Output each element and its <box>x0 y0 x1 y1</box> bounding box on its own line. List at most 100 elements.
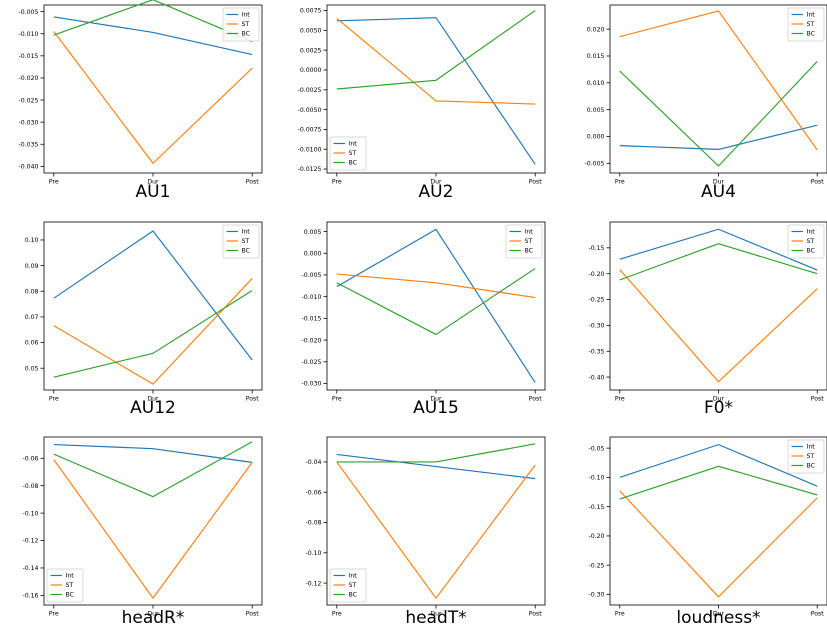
y-tick-label: -0.0125 <box>298 166 322 173</box>
y-tick-label: -0.035 <box>19 141 39 148</box>
legend-label: Int <box>242 12 251 19</box>
y-tick-label: -0.04 <box>305 459 321 466</box>
y-tick-label: 0.000 <box>304 250 322 257</box>
legend-label: Int <box>66 573 75 580</box>
y-tick-label: 0.06 <box>25 340 39 347</box>
y-tick-label: -0.06 <box>22 455 38 462</box>
x-tick-label: Post <box>811 179 825 186</box>
y-tick-label: -0.025 <box>302 359 322 366</box>
legend: Int ST BC <box>222 224 260 259</box>
series-line-st <box>336 18 536 105</box>
series-line-st <box>53 278 253 385</box>
y-tick-label: -0.030 <box>302 381 322 388</box>
series-line-bc <box>336 443 536 463</box>
legend-box <box>787 7 825 42</box>
chart-panel: -0.005 -0.010 -0.015 -0.020 -0.025 -0.030 -0.0… <box>0 0 263 187</box>
y-tick-label: -0.010 <box>302 294 322 301</box>
series-line-int <box>336 17 536 165</box>
legend-label: Int <box>349 573 358 580</box>
series-line-bc <box>619 60 818 167</box>
series-line-st <box>336 273 536 299</box>
y-tick-label: 0.05 <box>25 365 39 372</box>
legend: Int ST BC <box>222 7 260 42</box>
legend: Int ST BC <box>329 568 367 603</box>
y-tick-label: 0.10 <box>25 237 39 244</box>
legend-label: ST <box>66 582 74 589</box>
legend-box <box>329 568 367 603</box>
chart-title: AU1 <box>135 182 171 202</box>
series-line-int <box>336 228 536 383</box>
series-line-st <box>619 10 818 151</box>
x-tick-label: Pre <box>615 179 625 186</box>
x-tick-label: Post <box>811 611 825 618</box>
y-tick-label: 0.09 <box>25 263 39 270</box>
y-tick-label: -0.015 <box>302 316 322 323</box>
y-tick-label: -0.20 <box>588 271 604 278</box>
y-tick-label: -0.015 <box>19 53 39 60</box>
plot-area: -0.04 -0.06 -0.08 -0.10 -0.12 Pre Dur Post Int ST… <box>305 436 546 618</box>
legend-box <box>787 439 825 474</box>
y-tick-label: -0.005 <box>19 9 39 16</box>
chart-panel: -0.05 -0.10 -0.15 -0.20 -0.25 -0.30 Pre Dur Post… <box>566 436 827 619</box>
plot-area: -0.15 -0.20 -0.25 -0.30 -0.35 -0.40 Pre Dur Post… <box>588 221 827 403</box>
series-line-st <box>619 269 818 383</box>
series-line-st <box>53 459 253 599</box>
legend-label: Int <box>807 229 816 236</box>
series-line-bc <box>53 289 253 378</box>
chart-svg: -0.06 -0.08 -0.10 -0.12 -0.14 -0.16 Pre Dur Post… <box>22 436 263 618</box>
legend: Int ST BC <box>787 7 825 42</box>
x-tick-label: Dur <box>713 611 725 618</box>
legend: Int ST BC <box>329 136 367 171</box>
chart-svg: -0.05 -0.10 -0.15 -0.20 -0.25 -0.30 Pre Dur Post… <box>588 436 827 618</box>
chart-svg: 0.005 0.000 -0.005 -0.010 -0.015 -0.020 -0.025… <box>302 221 546 403</box>
chart-title: loudness* <box>676 608 761 628</box>
series-line-int <box>53 16 253 56</box>
y-tick-label: -0.08 <box>305 520 321 527</box>
y-tick-label: -0.005 <box>302 272 322 279</box>
y-tick-label: -0.020 <box>302 337 322 344</box>
chart-title: AU4 <box>701 182 736 202</box>
legend-label: BC <box>242 248 250 255</box>
legend-label: ST <box>349 150 357 157</box>
legend-label: ST <box>349 582 357 589</box>
legend-label: BC <box>349 160 357 167</box>
x-tick-label: Pre <box>332 179 342 186</box>
x-tick-label: Post <box>246 179 260 186</box>
series-line-st <box>53 31 253 164</box>
plot-area: -0.05 -0.10 -0.15 -0.20 -0.25 -0.30 Pre Dur Post… <box>588 436 827 618</box>
y-tick-label: -0.020 <box>19 75 39 82</box>
legend-label: ST <box>807 238 815 245</box>
y-tick-label: -0.005 <box>585 161 605 168</box>
y-tick-label: -0.06 <box>305 489 321 496</box>
y-tick-label: -0.12 <box>305 580 321 587</box>
chart-panel: 0.0075 0.0050 0.0025 0.0000 -0.0025 -0.0050 -0… <box>283 4 546 187</box>
x-tick-label: Pre <box>49 611 59 618</box>
x-tick-label: Dur <box>713 396 725 403</box>
y-tick-label: 0.0075 <box>300 8 322 15</box>
chart-panel: -0.15 -0.20 -0.25 -0.30 -0.35 -0.40 Pre Dur Post… <box>566 221 827 404</box>
y-tick-label: -0.14 <box>22 565 38 572</box>
chart-title: AU2 <box>418 182 454 202</box>
series-line-bc <box>336 10 536 90</box>
chart-svg: -0.005 -0.010 -0.015 -0.020 -0.025 -0.030 -0.0… <box>19 0 263 186</box>
chart-panel: 0.10 0.09 0.08 0.07 0.06 0.05 Pre Dur Post Int ST B… <box>0 221 263 404</box>
chart-svg: 0.020 0.015 0.010 0.005 0.000 -0.005 Pre Dur Pos… <box>585 4 827 186</box>
x-tick-label: Dur <box>430 611 442 618</box>
legend-label: Int <box>242 229 251 236</box>
legend-box <box>505 224 543 259</box>
y-tick-label: 0.020 <box>587 26 605 33</box>
chart-svg: 0.0075 0.0050 0.0025 0.0000 -0.0025 -0.0050 -0… <box>298 4 546 186</box>
y-tick-label: -0.010 <box>19 31 39 38</box>
legend-label: BC <box>349 592 357 599</box>
chart-title: headR* <box>121 608 185 628</box>
y-tick-label: -0.35 <box>588 348 604 355</box>
chart-panel: -0.06 -0.08 -0.10 -0.12 -0.14 -0.16 Pre Dur Post… <box>0 436 263 619</box>
chart-title: F0* <box>703 398 734 418</box>
x-tick-label: Pre <box>49 179 59 186</box>
series-line-st <box>336 461 536 599</box>
x-tick-label: Dur <box>713 179 725 186</box>
series-line-st <box>619 490 818 598</box>
y-tick-label: -0.030 <box>19 119 39 126</box>
x-tick-label: Pre <box>615 396 625 403</box>
